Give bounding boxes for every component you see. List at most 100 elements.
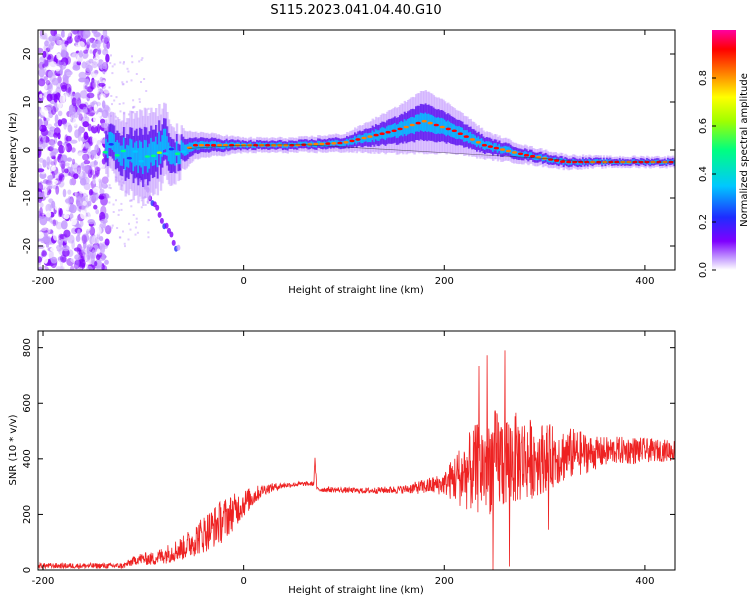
noise-blob [74, 35, 81, 43]
noise-blob [60, 160, 66, 169]
ridge-core [517, 152, 524, 156]
noise-blob [94, 144, 100, 154]
noise-blob [38, 168, 45, 173]
ridge-mid [495, 143, 498, 151]
noise-blob [38, 265, 43, 270]
ridge-mid [127, 145, 131, 168]
ridge-mid [395, 124, 399, 139]
noise-blob [56, 39, 60, 45]
noise-blob [87, 169, 93, 179]
noise-blob [70, 139, 78, 144]
noise-blob [102, 39, 108, 50]
ridge-mid [137, 148, 140, 173]
speckle [118, 236, 121, 239]
colorbar: 0.0 0.2 0.4 0.6 0.8 Normalized spectral ampl… [698, 30, 750, 278]
noise-blob [91, 77, 95, 84]
noise-blob [95, 32, 103, 41]
noise-blob [54, 127, 61, 136]
ridge-mid [153, 141, 156, 166]
ridge-core [102, 150, 108, 154]
snr-panel: -200 0 200 400 0 200 400 600 800 Height of strai… [8, 330, 676, 596]
ridge-mid [426, 113, 429, 132]
ridge-core [114, 154, 120, 157]
noise-blob [81, 61, 87, 69]
speckle [144, 203, 147, 206]
speckle [132, 99, 135, 102]
y-tick-label: -10 [22, 190, 33, 206]
speckle [129, 199, 132, 202]
noise-blob [81, 233, 90, 243]
noise-blob [74, 254, 81, 261]
noise-blob [45, 210, 52, 218]
noise-blob [63, 178, 69, 187]
noise-blob [97, 112, 102, 117]
noise-blob [79, 90, 88, 99]
ridge-mid [480, 138, 484, 147]
speckle [108, 201, 111, 204]
noise-blob [69, 178, 74, 186]
colorbar-tick-label: 0.0 [698, 262, 709, 278]
ridge-mid [334, 139, 338, 145]
ridge-core [469, 138, 475, 141]
noise-blob [59, 191, 63, 200]
noise-blob [38, 256, 43, 263]
speckle [113, 63, 116, 66]
speckle [134, 233, 137, 236]
ridge-mid [134, 142, 137, 167]
noise-blob [89, 81, 97, 90]
ridge-mid [530, 152, 533, 158]
noise-blob [81, 165, 89, 172]
ridge-mid [122, 137, 126, 159]
noise-blob [78, 41, 85, 49]
ridge-mid [166, 136, 169, 156]
ridge-mid [498, 144, 501, 151]
ridge-mid [171, 147, 174, 165]
ridge-mid [527, 153, 530, 159]
x-tick-label: 0 [240, 576, 246, 587]
y-tick-label: 400 [22, 449, 33, 468]
speckle [124, 245, 126, 248]
ridge-mid [413, 117, 416, 135]
ridge-core [566, 160, 572, 164]
noise-blob [101, 100, 106, 109]
ridge-mid [143, 139, 147, 167]
ridge-mid [355, 137, 358, 145]
ridge-core [186, 146, 193, 150]
secondary-track-blob [171, 239, 176, 246]
y-tick-label: 20 [22, 48, 33, 61]
ridge-core [403, 125, 409, 129]
ridge-mid [209, 141, 212, 149]
noise-blob [89, 226, 96, 236]
noise-blob [67, 234, 75, 244]
noise-blob [38, 191, 43, 199]
noise-blob [89, 235, 95, 245]
speckle [140, 81, 142, 83]
noise-blob [95, 40, 101, 49]
noise-blob [50, 203, 54, 209]
noise-blob [50, 30, 57, 37]
noise-blob [60, 49, 67, 58]
ridge-mid [214, 141, 217, 148]
ridge-mid [581, 159, 585, 163]
noise-blob [83, 182, 91, 191]
ridge-mid [440, 117, 444, 134]
ridge-core [331, 142, 337, 145]
spectrogram-marks [38, 30, 675, 270]
ridge-mid [520, 152, 524, 158]
ridge-mid [660, 161, 663, 165]
noise-blob [65, 143, 72, 153]
speckle [122, 62, 125, 65]
noise-blob [38, 157, 44, 163]
speckle [127, 70, 130, 73]
noise-blob [81, 248, 87, 255]
ridge-mid [551, 158, 554, 163]
noise-blob [93, 204, 98, 210]
noise-blob [48, 35, 55, 42]
ridge-mid [169, 146, 172, 165]
ridge-core [445, 127, 451, 131]
ridge-core [343, 141, 349, 144]
ridge-mid [158, 131, 161, 155]
noise-blob [66, 44, 71, 53]
noise-blob [84, 142, 90, 149]
ridge-core [192, 143, 199, 147]
